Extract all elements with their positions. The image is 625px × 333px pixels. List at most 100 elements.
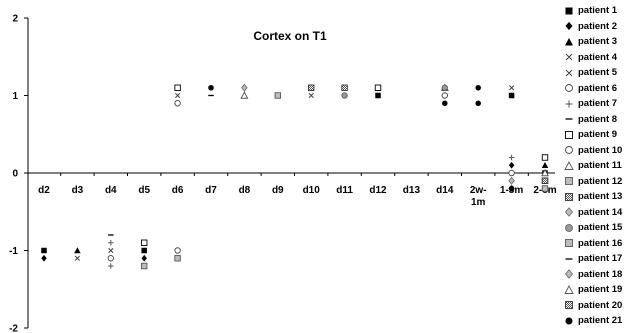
legend-marker-icon xyxy=(565,53,573,61)
legend-item: patient 17 xyxy=(563,251,625,267)
legend-item: patient 7 xyxy=(563,96,625,112)
data-point xyxy=(308,92,314,99)
y-tick-label: 0 xyxy=(12,169,18,180)
x-tick-label: 2w-1m xyxy=(470,185,487,208)
legend-item: patient 15 xyxy=(563,220,625,236)
data-point xyxy=(541,162,549,168)
legend-marker-icon xyxy=(565,69,573,77)
x-tick-label: d5 xyxy=(138,185,150,196)
legend-marker-icon xyxy=(565,84,573,93)
data-point xyxy=(141,254,147,262)
legend-item: patient 13 xyxy=(563,189,625,205)
legend-marker-icon xyxy=(565,301,573,310)
x-tick-label: d4 xyxy=(105,185,117,196)
legend-marker-icon xyxy=(565,239,573,248)
x-tick-label: d6 xyxy=(172,185,184,196)
legend-label: patient 4 xyxy=(578,51,618,63)
data-point xyxy=(274,92,281,99)
data-point xyxy=(541,185,549,192)
legend-marker-icon xyxy=(564,284,574,294)
data-point xyxy=(174,84,181,91)
data-point xyxy=(475,85,481,91)
legend-item: patient 18 xyxy=(563,267,625,283)
legend-item: patient 21 xyxy=(563,313,625,329)
data-point xyxy=(475,100,481,106)
legend-marker-icon xyxy=(565,192,573,201)
legend-marker-icon xyxy=(565,130,573,139)
data-point xyxy=(41,254,47,262)
legend-label: patient 14 xyxy=(578,206,623,218)
legend-item: patient 5 xyxy=(563,65,625,81)
data-point xyxy=(508,176,515,185)
chart-title: Cortex on T1 xyxy=(253,29,327,43)
legend-label: patient 17 xyxy=(578,253,623,265)
legend-item: patient 9 xyxy=(563,127,625,143)
legend-marker-icon xyxy=(565,37,573,46)
legend-item: patient 8 xyxy=(563,112,625,128)
data-point xyxy=(74,255,81,261)
legend-marker-icon xyxy=(565,177,573,186)
data-point xyxy=(508,161,515,169)
y-tick-label: -2 xyxy=(9,324,18,333)
data-point xyxy=(74,247,81,254)
legend-item: patient 14 xyxy=(563,205,625,221)
legend-marker-icon xyxy=(565,7,573,15)
x-tick-label: d12 xyxy=(369,185,387,196)
x-tick-label: d3 xyxy=(72,185,84,196)
x-tick-label: d11 xyxy=(336,185,353,196)
data-point xyxy=(508,185,515,192)
legend-label: patient 11 xyxy=(578,160,622,172)
x-tick-label: d13 xyxy=(403,185,421,196)
legend-label: patient 9 xyxy=(578,129,618,141)
x-tick-label: d10 xyxy=(303,185,321,196)
legend-marker-icon xyxy=(565,258,573,260)
y-tick-label: 2 xyxy=(12,14,18,25)
legend-marker-icon xyxy=(565,118,573,120)
data-point xyxy=(341,84,348,91)
data-point xyxy=(308,84,315,91)
legend-label: patient 13 xyxy=(578,191,623,203)
data-point xyxy=(174,100,181,107)
data-point xyxy=(508,169,515,177)
legend-label: patient 19 xyxy=(578,284,623,296)
legend-label: patient 5 xyxy=(578,67,618,79)
legend-label: patient 15 xyxy=(578,222,623,234)
legend: patient 1 patient 2 patient 3 patient 4 pati… xyxy=(563,3,625,329)
data-point xyxy=(108,247,114,254)
legend-item: patient 19 xyxy=(563,282,625,298)
data-point xyxy=(508,85,515,91)
data-point xyxy=(508,92,515,99)
legend-marker-icon xyxy=(565,146,573,155)
data-point xyxy=(375,92,381,99)
data-point xyxy=(341,92,348,99)
legend-label: patient 16 xyxy=(578,237,623,249)
x-tick-label: d14 xyxy=(436,185,454,196)
data-point xyxy=(540,168,550,177)
data-point xyxy=(241,83,248,92)
data-point xyxy=(174,255,181,262)
data-point xyxy=(374,84,382,91)
data-points xyxy=(41,83,550,270)
legend-marker-icon xyxy=(564,207,574,217)
data-point xyxy=(442,100,448,106)
legend-marker-icon xyxy=(565,223,573,232)
legend-item: patient 10 xyxy=(563,143,625,159)
x-tick-label: d7 xyxy=(205,185,217,196)
legend-label: patient 12 xyxy=(578,175,623,187)
data-point xyxy=(441,92,448,99)
x-tick-label: d8 xyxy=(239,185,251,196)
legend-item: patient 11 xyxy=(563,158,625,174)
data-point xyxy=(108,240,114,246)
legend-label: patient 8 xyxy=(578,113,618,125)
legend-label: patient 10 xyxy=(578,144,623,156)
data-point xyxy=(508,154,515,161)
data-point xyxy=(108,263,114,269)
x-tick-label: d2 xyxy=(38,185,50,196)
legend-label: patient 6 xyxy=(578,82,618,94)
legend-label: patient 1 xyxy=(578,5,618,17)
legend-item: patient 2 xyxy=(563,19,625,35)
data-point xyxy=(107,255,115,262)
legend-label: patient 20 xyxy=(578,299,623,311)
data-point xyxy=(240,91,249,99)
y-tick-label: 1 xyxy=(12,91,18,102)
